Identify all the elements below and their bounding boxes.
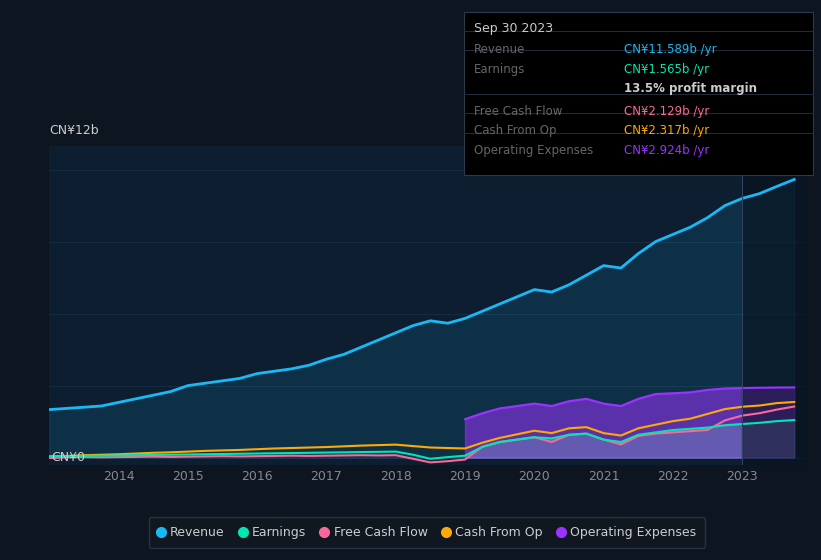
Text: Cash From Op: Cash From Op (474, 124, 556, 137)
Text: CN¥1.565b /yr: CN¥1.565b /yr (624, 63, 709, 76)
Text: Revenue: Revenue (474, 43, 525, 56)
Text: CN¥0: CN¥0 (51, 451, 85, 464)
Text: Operating Expenses: Operating Expenses (474, 144, 593, 157)
Bar (742, 146, 805, 465)
Legend: Revenue, Earnings, Free Cash Flow, Cash From Op, Operating Expenses: Revenue, Earnings, Free Cash Flow, Cash … (149, 517, 705, 548)
Text: 13.5% profit margin: 13.5% profit margin (624, 82, 757, 95)
Text: CN¥2.129b /yr: CN¥2.129b /yr (624, 105, 709, 118)
Text: Free Cash Flow: Free Cash Flow (474, 105, 562, 118)
Text: Earnings: Earnings (474, 63, 525, 76)
Text: CN¥2.924b /yr: CN¥2.924b /yr (624, 144, 709, 157)
Text: CN¥2.317b /yr: CN¥2.317b /yr (624, 124, 709, 137)
Text: CN¥12b: CN¥12b (49, 124, 99, 137)
Text: CN¥11.589b /yr: CN¥11.589b /yr (624, 43, 717, 56)
Text: Sep 30 2023: Sep 30 2023 (474, 22, 553, 35)
